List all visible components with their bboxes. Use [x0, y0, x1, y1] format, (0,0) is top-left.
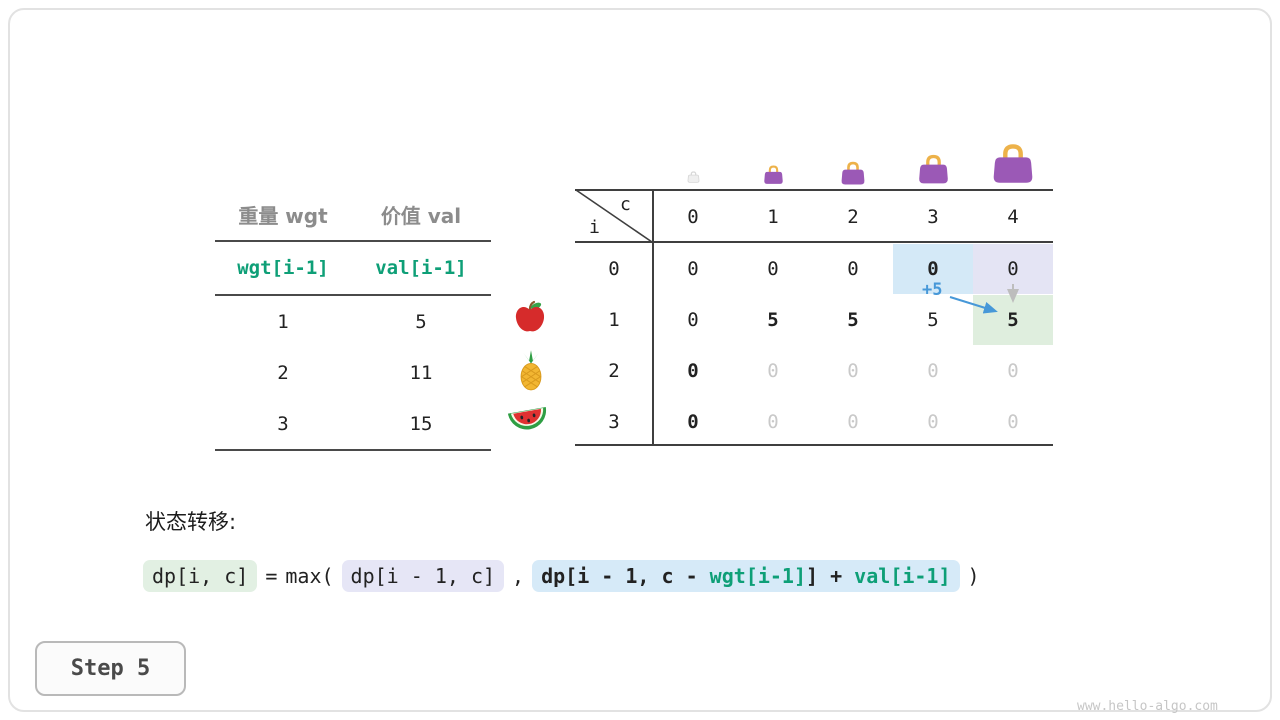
dp-cell-0-0: 0 — [687, 258, 699, 280]
dp-cell-0-2: 0 — [847, 258, 859, 280]
watermelon-icon — [505, 403, 554, 441]
plus-five-annotation: +5 — [922, 280, 943, 300]
items-row-3: 3 15 — [215, 398, 491, 451]
item-3-weight: 3 — [277, 412, 289, 435]
pineapple-icon — [514, 350, 548, 396]
bag-large-icon — [917, 154, 950, 189]
dp-table-top-border — [575, 189, 1053, 191]
dp-col-header-3: 3 — [927, 206, 939, 228]
items-row-2: 2 11 — [215, 347, 491, 398]
dp-corner-row-var: i — [589, 217, 600, 238]
dp-cell-0-1: 0 — [767, 258, 779, 280]
dp-cell-0-4: 0 — [1007, 258, 1019, 280]
dp-cell-3-0: 0 — [687, 411, 699, 433]
state-transition-label: 状态转移: — [145, 510, 237, 534]
formula-close-paren: ) — [967, 564, 980, 588]
dp-cell-1-0: 0 — [687, 309, 699, 331]
dp-corner-diagonal — [575, 189, 653, 243]
dp-cell-3-2: 0 — [847, 411, 859, 433]
items-subheader-wgt: wgt[i-1] — [237, 257, 329, 279]
dp-cell-2-4: 0 — [1007, 360, 1019, 382]
dp-cell-1-3: 5 — [927, 309, 939, 331]
transition-arrows — [949, 284, 1019, 314]
item-2-weight: 2 — [277, 361, 289, 384]
bag-small-icon — [763, 165, 784, 189]
item-3-value: 15 — [409, 412, 433, 435]
card-border — [8, 8, 1272, 712]
dp-row-header-3: 3 — [608, 411, 620, 433]
dp-highlight-source-cell — [893, 244, 973, 294]
items-subheader-val: val[i-1] — [375, 257, 467, 279]
dp-row-header-1: 1 — [608, 309, 620, 331]
formula-equals: = — [265, 564, 278, 588]
formula-row: dp[i, c] = max( dp[i - 1, c] , dp[i - 1,… — [143, 560, 980, 592]
items-header-value: 价值 val — [380, 203, 462, 228]
dp-col-header-0: 0 — [687, 206, 699, 228]
formula-comma: , — [512, 564, 525, 588]
site-watermark: www.hello-algo.com — [1077, 699, 1218, 714]
dp-corner-col-var: c — [620, 194, 631, 215]
dp-cell-3-3: 0 — [927, 411, 939, 433]
dp-cell-2-1: 0 — [767, 360, 779, 382]
formula-arg2-box: dp[i - 1, c - wgt[i-1]] + val[i-1] — [532, 560, 960, 592]
dp-cell-0-3: 0 — [927, 258, 939, 280]
dp-cell-1-4: 5 — [1007, 309, 1019, 331]
items-row-1: 1 5 — [215, 296, 491, 347]
dp-row-header-0: 0 — [608, 258, 620, 280]
dp-cell-1-1: 5 — [767, 309, 779, 331]
apple-icon — [512, 299, 548, 339]
dp-table-header-border — [575, 241, 1053, 243]
formula-arg1-box: dp[i - 1, c] — [341, 560, 505, 592]
formula-arg2-part1: dp[i - 1, c - — [541, 564, 710, 588]
item-2-value: 11 — [409, 361, 433, 384]
items-table: 重量 wgt 价值 val wgt[i-1] val[i-1] 1 5 2 11… — [215, 188, 491, 451]
dp-cell-3-1: 0 — [767, 411, 779, 433]
item-1-value: 5 — [415, 310, 427, 333]
bag-medium-icon — [840, 161, 866, 190]
formula-arg2-part2: ] + — [806, 564, 855, 588]
dp-col-header-1: 1 — [767, 206, 779, 228]
dp-table-vertical-border — [652, 189, 654, 446]
formula-max-open: max( — [285, 564, 334, 588]
formula-arg2-wgt: wgt[i-1] — [709, 564, 806, 588]
bag-ghost-icon — [687, 168, 700, 187]
dp-col-header-4: 4 — [1007, 206, 1019, 228]
arrow-diagonal-blue — [949, 296, 998, 314]
dp-table-bottom-border — [575, 444, 1053, 446]
dp-cell-3-4: 0 — [1007, 411, 1019, 433]
step-button[interactable]: Step 5 — [35, 641, 186, 696]
item-1-weight: 1 — [277, 310, 289, 333]
dp-col-header-2: 2 — [847, 206, 859, 228]
items-table-header-row: 重量 wgt 价值 val — [215, 188, 491, 242]
items-table-subheader-row: wgt[i-1] val[i-1] — [215, 242, 491, 296]
items-header-weight: 重量 wgt — [238, 203, 328, 228]
dp-cell-2-0: 0 — [687, 360, 699, 382]
dp-cell-1-2: 5 — [847, 309, 859, 331]
dp-cell-2-3: 0 — [927, 360, 939, 382]
dp-row-header-2: 2 — [608, 360, 620, 382]
dp-cell-2-2: 0 — [847, 360, 859, 382]
bag-xlarge-icon — [991, 143, 1035, 189]
formula-lhs-box: dp[i, c] — [143, 560, 258, 592]
formula-arg2-val: val[i-1] — [854, 564, 951, 588]
